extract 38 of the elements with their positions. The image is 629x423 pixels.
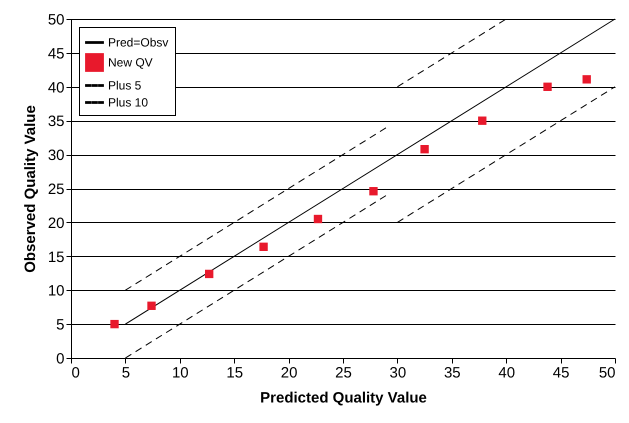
legend-label: Pred=Obsv [108, 36, 168, 50]
y-tick-label: 50 [48, 12, 64, 28]
y-tick-label: 25 [48, 181, 64, 198]
point [110, 320, 119, 328]
point [478, 116, 486, 125]
point [543, 82, 552, 91]
point [369, 187, 378, 196]
x-tick-label: 0 [72, 364, 80, 382]
y-tick-label: 20 [48, 214, 64, 232]
legend-label: Plus 10 [108, 96, 148, 110]
x-tick-label: 5 [122, 364, 130, 382]
x-tick-label: 20 [280, 364, 298, 382]
x-axis-title: Predicted Quality Value [260, 390, 427, 406]
y-tick-label: 40 [48, 79, 64, 96]
point [147, 302, 156, 310]
y-tick-label: 35 [48, 113, 64, 130]
x-tick-label: 25 [335, 364, 352, 382]
point [204, 270, 214, 278]
y-tick-label: 45 [48, 45, 64, 62]
y-axis-title: Observed Quality Value [22, 105, 39, 273]
point [582, 75, 591, 84]
point [259, 242, 268, 251]
x-tick-label: 45 [552, 364, 570, 382]
legend-label: Plus 5 [108, 78, 142, 92]
y-tick-label: 10 [48, 282, 64, 300]
y-tick-label: 30 [48, 147, 64, 164]
x-tick-label: 30 [390, 364, 406, 382]
point [420, 144, 429, 154]
x-tick-label: 50 [598, 364, 616, 382]
x-tick-label: 35 [444, 364, 461, 382]
x-tick-label: 15 [226, 364, 244, 382]
point [314, 214, 322, 224]
y-tick-label: 5 [56, 316, 64, 334]
x-tick-label: 40 [498, 364, 516, 382]
x-tick-label: 10 [172, 364, 189, 382]
legend-label: New QV [108, 56, 153, 70]
y-tick-label: 15 [48, 248, 64, 266]
y-tick-label: 0 [56, 350, 64, 368]
